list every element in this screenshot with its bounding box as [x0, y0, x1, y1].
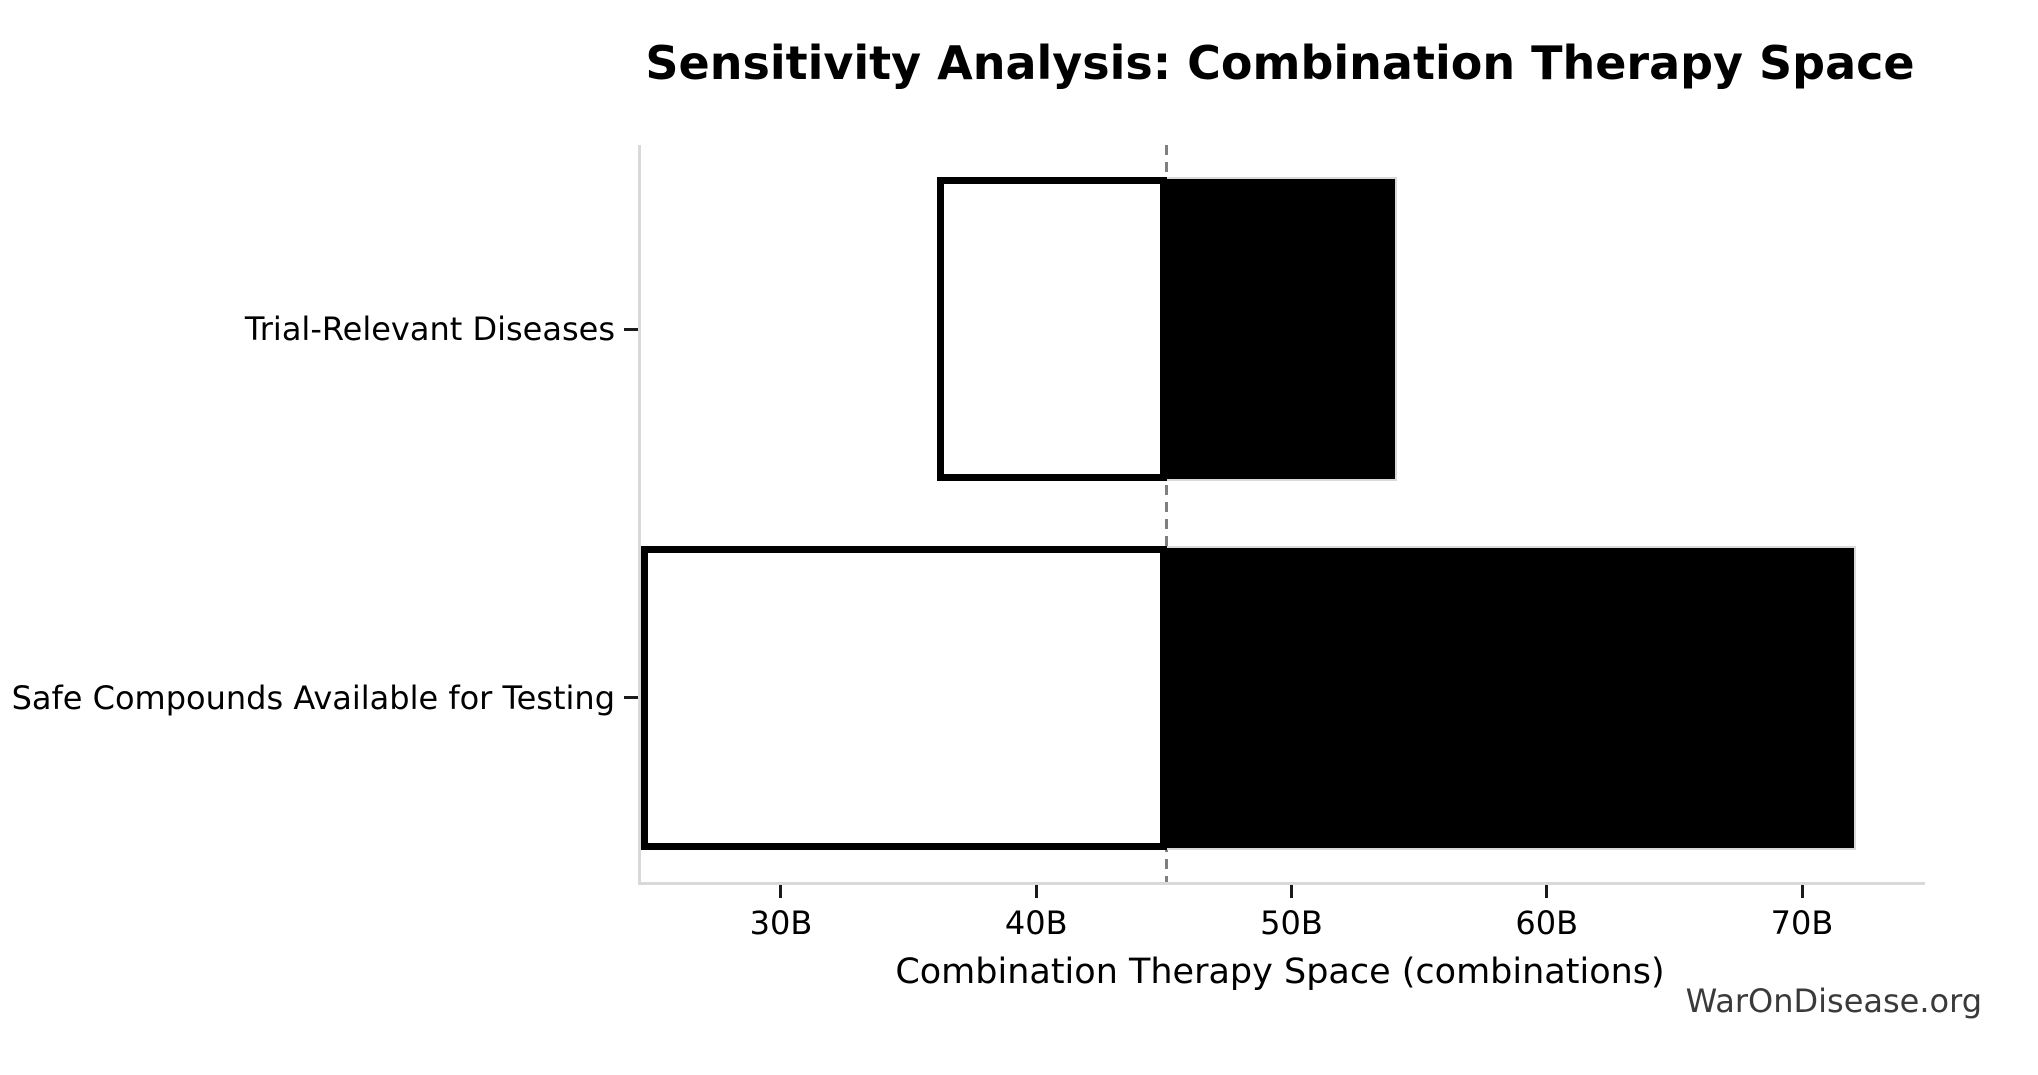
bar-segment-above-baseline	[1166, 545, 1857, 850]
bars-layer	[641, 145, 1925, 882]
x-tick-label: 40B	[1004, 904, 1068, 942]
x-tick-label: 30B	[749, 904, 813, 942]
bar-segment-below-baseline	[937, 177, 1167, 482]
baseline-dashed-line	[1165, 145, 1169, 882]
x-tick-label: 60B	[1515, 904, 1579, 942]
y-category-label: Safe Compounds Available for Testing	[11, 678, 615, 717]
x-tick-mark	[1800, 885, 1804, 898]
x-tick-mark	[779, 885, 783, 898]
y-tick-mark	[624, 327, 638, 331]
x-tick-label: 50B	[1260, 904, 1323, 942]
watermark-text: WarOnDisease.org	[1685, 982, 1982, 1020]
y-category-label: Trial-Relevant Diseases	[244, 310, 615, 349]
x-tick-mark	[1289, 885, 1293, 898]
x-tick-label: 70B	[1770, 904, 1834, 942]
y-tick-mark	[624, 696, 638, 700]
chart-title: Sensitivity Analysis: Combination Therap…	[645, 36, 1915, 90]
plot-area	[638, 145, 1925, 885]
bar-segment-below-baseline	[641, 545, 1167, 850]
x-tick-mark	[1545, 885, 1549, 898]
bar-segment-above-baseline	[1166, 177, 1397, 482]
x-axis-label: Combination Therapy Space (combinations)	[895, 952, 1665, 992]
x-tick-mark	[1034, 885, 1038, 898]
